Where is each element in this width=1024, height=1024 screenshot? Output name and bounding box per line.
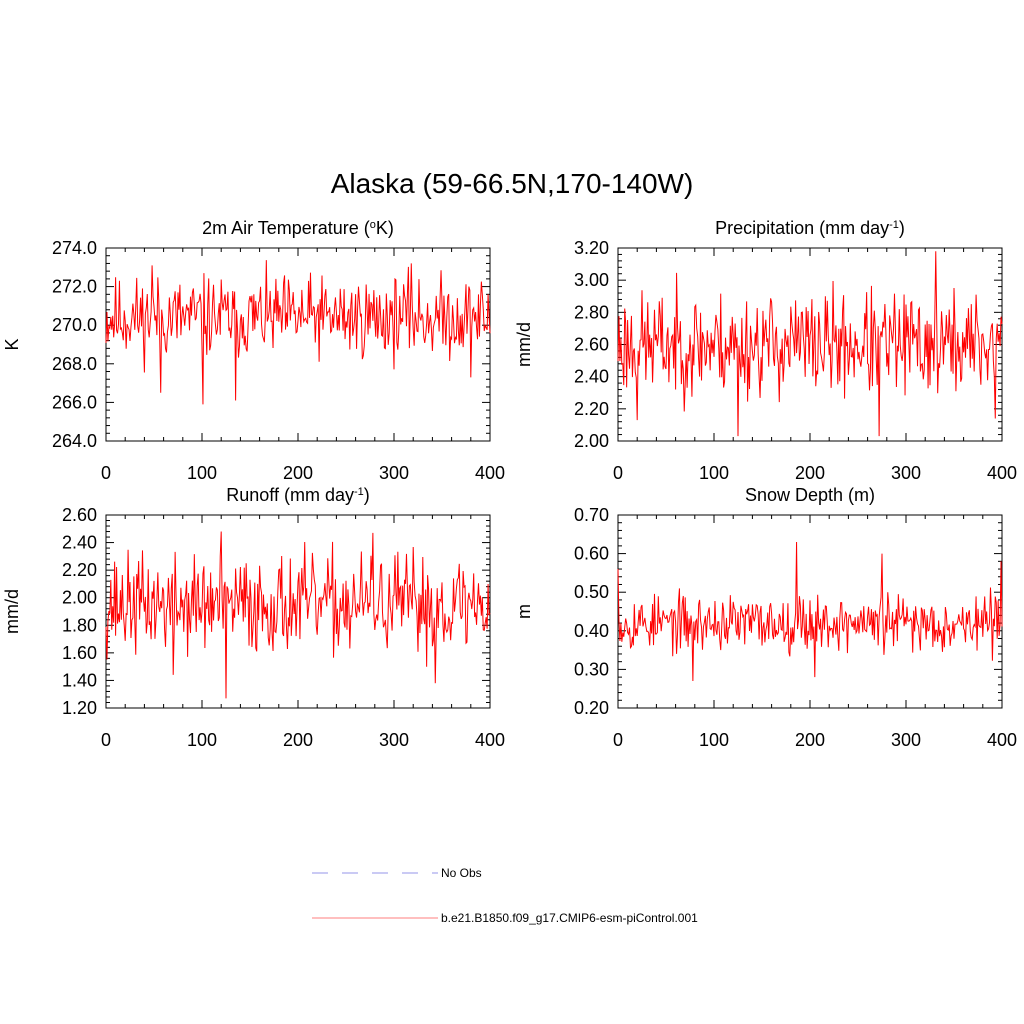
y-tick-label-precip: 2.80 [574,302,609,322]
x-tick-label-precip: 0 [613,463,623,483]
x-tick-label-temp: 400 [475,463,505,483]
chart-temp: 2m Air Temperature (oK) K 0 100 200 300 400 264… [2,218,505,483]
figure-title: Alaska (59-66.5N,170-140W) [331,168,694,199]
y-tick-label-runoff: 1.80 [62,615,97,635]
panel-title-temp: 2m Air Temperature (oK) [202,218,394,238]
y-tick-label-temp: 270.0 [52,315,97,335]
y-tick-label-temp: 268.0 [52,354,97,374]
series-line-temp [105,260,491,405]
y-tick-label-snow: 0.30 [574,659,609,679]
y-tick-label-snow: 0.60 [574,544,609,564]
y-tick-label-precip: 2.20 [574,399,609,419]
x-tick-label-snow: 100 [699,730,729,750]
y-axis-label-runoff: mm/d [2,589,22,634]
y-tick-label-runoff: 1.60 [62,643,97,663]
x-tick-label-precip: 300 [891,463,921,483]
y-tick-label-precip: 3.00 [574,270,609,290]
y-tick-label-runoff: 1.20 [62,698,97,718]
panel-title-runoff: Runoff (mm day-1) [226,485,370,505]
y-tick-label-temp: 266.0 [52,392,97,412]
x-tick-label-temp: 300 [379,463,409,483]
y-tick-label-temp: 274.0 [52,238,97,258]
y-axis-label-snow: m [514,604,534,619]
y-tick-label-temp: 264.0 [52,431,97,451]
chart-snow: Snow Depth (m) m 0 100 200 300 400 0.20 0.30 0.40… [514,485,1017,750]
legend: No Obs b.e21.B1850.f09_g17.CMIP6-esm-piC… [312,866,698,925]
plot-frame-runoff [105,514,491,709]
x-tick-label-snow: 300 [891,730,921,750]
x-tick-label-snow: 0 [613,730,623,750]
y-tick-label-runoff: 2.40 [62,533,97,553]
y-tick-label-snow: 0.50 [574,582,609,602]
chart-panels: 2m Air Temperature (oK) K 0 100 200 300 400 264… [2,218,1017,750]
y-tick-label-snow: 0.40 [574,621,609,641]
x-tick-label-temp: 0 [101,463,111,483]
y-axis-label-temp: K [2,338,22,350]
x-tick-label-temp: 200 [283,463,313,483]
x-tick-label-runoff: 200 [283,730,313,750]
x-tick-label-runoff: 400 [475,730,505,750]
legend-label-no-obs: No Obs [441,866,482,880]
x-tick-label-runoff: 100 [187,730,217,750]
x-tick-label-temp: 100 [187,463,217,483]
series-line-runoff [105,531,491,699]
legend-label-model: b.e21.B1850.f09_g17.CMIP6-esm-piControl.… [441,911,698,925]
y-tick-label-snow: 0.70 [574,505,609,525]
y-tick-label-precip: 2.40 [574,367,609,387]
x-tick-label-snow: 200 [795,730,825,750]
y-tick-label-precip: 2.60 [574,335,609,355]
y-tick-label-runoff: 1.40 [62,670,97,690]
y-axis-label-precip: mm/d [514,322,534,367]
y-tick-label-precip: 3.20 [574,238,609,258]
chart-precip: Precipitation (mm day-1) mm/d 0 100 200 300 40… [514,218,1017,483]
series-line-snow [617,542,1003,681]
y-tick-label-runoff: 2.00 [62,588,97,608]
y-tick-label-temp: 272.0 [52,277,97,297]
x-tick-label-snow: 400 [987,730,1017,750]
y-tick-label-runoff: 2.60 [62,505,97,525]
chart-runoff: Runoff (mm day-1) mm/d 0 100 200 300 400 1.20 1.… [2,485,505,750]
panel-title-precip: Precipitation (mm day-1) [715,218,905,238]
x-tick-label-runoff: 300 [379,730,409,750]
panel-title-snow: Snow Depth (m) [745,485,875,505]
series-line-precip [617,251,1003,437]
x-tick-label-precip: 200 [795,463,825,483]
x-tick-label-precip: 400 [987,463,1017,483]
y-tick-label-snow: 0.20 [574,698,609,718]
y-tick-label-runoff: 2.20 [62,560,97,580]
y-tick-label-precip: 2.00 [574,431,609,451]
x-tick-label-runoff: 0 [101,730,111,750]
x-tick-label-precip: 100 [699,463,729,483]
